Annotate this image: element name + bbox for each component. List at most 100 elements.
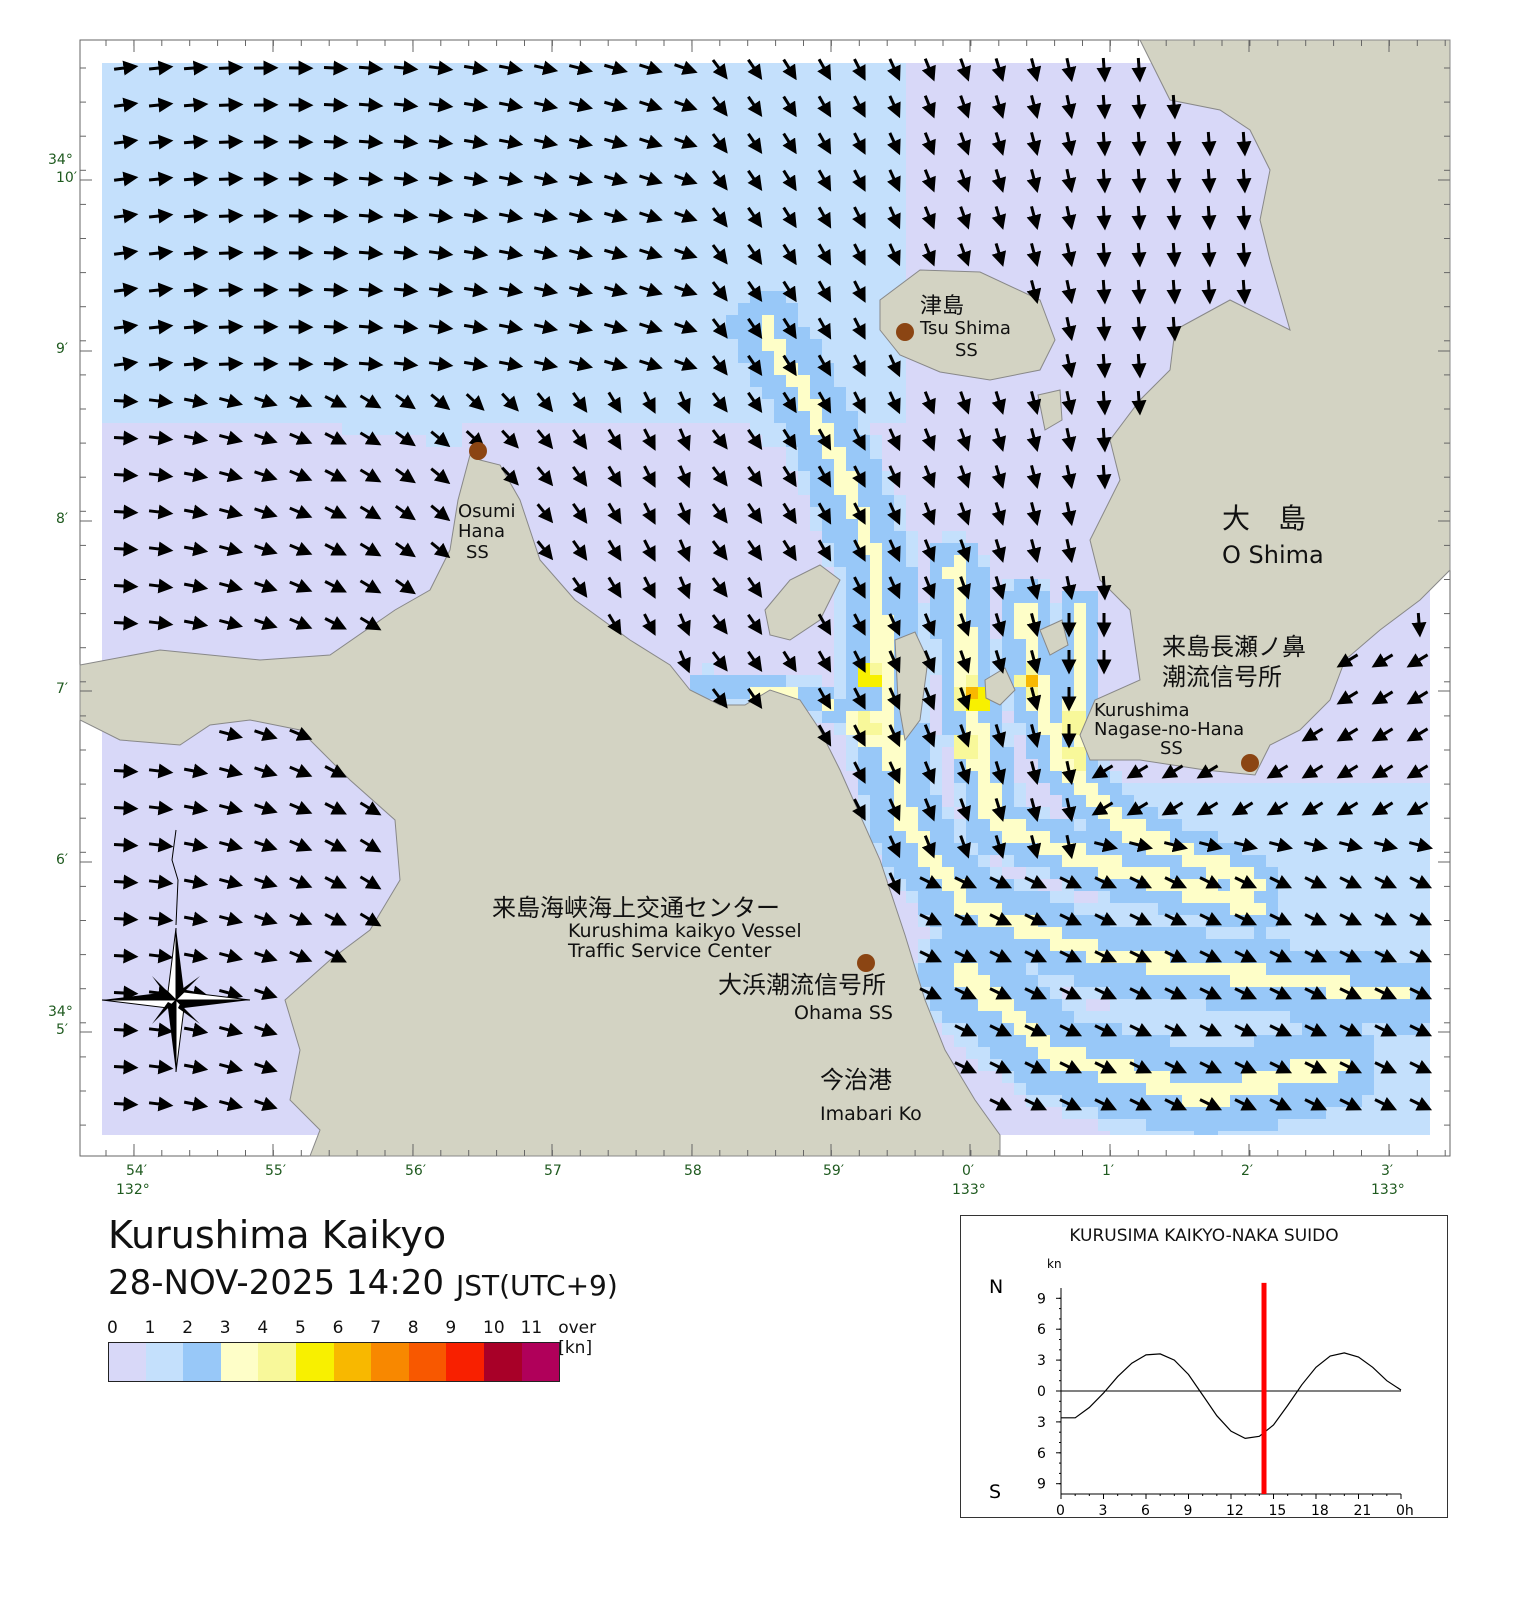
current-arrow [852, 132, 866, 155]
current-arrow [148, 356, 174, 372]
current-arrow [782, 317, 797, 340]
current-arrow [254, 393, 278, 408]
current-arrow [1131, 131, 1147, 157]
current-arrow [1129, 986, 1153, 1000]
current-arrow [674, 134, 698, 149]
current-arrow [359, 875, 382, 890]
current-arrow [568, 134, 594, 150]
current-arrow [1059, 875, 1083, 889]
current-arrow [642, 465, 656, 488]
current-arrow [1236, 131, 1252, 157]
current-arrow [533, 356, 559, 372]
current-arrow [642, 613, 656, 636]
current-arrow [1061, 834, 1077, 860]
current-arrow [639, 356, 663, 371]
ohama-station-marker[interactable] [857, 954, 875, 972]
current-arrow [711, 503, 728, 524]
current-arrow [148, 134, 174, 150]
current-arrow [1061, 797, 1077, 823]
current-arrow [1374, 1060, 1398, 1074]
current-arrow [324, 579, 347, 593]
current-arrow [498, 171, 524, 187]
current-arrow [711, 59, 728, 80]
current-arrow [254, 985, 278, 1000]
current-arrow [430, 393, 451, 411]
legend-color-swatch [220, 1342, 259, 1382]
current-arrow [324, 616, 347, 630]
current-arrow [393, 208, 419, 224]
current-arrow [183, 948, 209, 964]
current-arrow [1024, 986, 1048, 1000]
current-arrow [498, 245, 524, 261]
osumi-station-marker[interactable] [469, 442, 487, 460]
current-arrow [254, 800, 278, 815]
current-arrow [711, 688, 728, 709]
current-arrow [954, 1060, 978, 1074]
legend-color-swatch [446, 1342, 484, 1382]
current-arrow [1061, 575, 1077, 601]
lon-minute-label: 3′ [1381, 1163, 1393, 1179]
current-arrow [817, 465, 832, 488]
current-arrow [113, 800, 139, 816]
lat-minute-label: 8′ [56, 511, 68, 527]
current-arrow [1339, 1097, 1363, 1111]
current-arrow [642, 576, 656, 599]
current-arrow [817, 243, 832, 266]
current-arrow [1026, 242, 1042, 268]
nagase-station-marker[interactable] [1241, 754, 1259, 772]
current-arrow [1024, 1060, 1048, 1074]
current-arrow [1371, 764, 1394, 779]
current-arrow [747, 428, 763, 450]
current-arrow [1131, 279, 1147, 305]
current-arrow [1026, 538, 1042, 564]
current-arrow [428, 134, 454, 150]
ohama-label-jp: 大浜潮流信号所 [718, 971, 886, 999]
nagase-label-jp2: 潮流信号所 [1162, 663, 1282, 691]
current-arrow [1094, 1060, 1118, 1074]
legend-color-swatch [333, 1342, 372, 1382]
legend-color-swatch [484, 1342, 522, 1382]
current-arrow [1164, 986, 1188, 1000]
current-arrow [1024, 1097, 1048, 1111]
current-arrow [324, 912, 347, 926]
current-arrow [817, 169, 832, 192]
legend-tick-label: 0 [107, 1318, 118, 1338]
current-arrow [218, 393, 244, 409]
current-arrow [639, 245, 663, 260]
current-arrow [1061, 168, 1077, 194]
current-arrow [1339, 1023, 1363, 1037]
current-arrow [1059, 949, 1083, 963]
lon-degree-label: 133° [952, 1182, 986, 1198]
current-arrow [1026, 390, 1042, 416]
current-arrow [1236, 205, 1252, 231]
current-arrow [1406, 801, 1429, 816]
current-arrow [921, 465, 936, 489]
current-arrow [1094, 949, 1118, 963]
current-arrow [711, 466, 728, 487]
current-arrow [218, 800, 244, 816]
current-arrow [183, 800, 209, 816]
current-arrow [394, 542, 416, 558]
current-arrow [1091, 801, 1114, 816]
current-arrow [148, 97, 174, 113]
tide-x-tick: 0h [1396, 1503, 1414, 1519]
current-arrow [1339, 949, 1363, 963]
current-arrow [393, 282, 419, 298]
lon-minute-label: 56′ [405, 1163, 426, 1179]
current-arrow [711, 355, 728, 376]
current-arrow [572, 391, 588, 413]
current-arrow [1026, 279, 1042, 305]
current-arrow [1096, 575, 1112, 601]
lon-minute-label: 54′ [126, 1163, 147, 1179]
current-arrow [1129, 1023, 1153, 1037]
current-arrow [989, 875, 1013, 889]
current-arrow [1234, 912, 1258, 926]
tsushima-station-marker[interactable] [896, 323, 914, 341]
current-arrow [817, 132, 832, 155]
current-arrow [1096, 316, 1112, 342]
oshima-land [1079, 39, 1451, 776]
current-arrow [1234, 1060, 1258, 1074]
current-arrow [498, 60, 524, 76]
current-arrow [886, 835, 901, 859]
current-arrow [991, 797, 1007, 822]
